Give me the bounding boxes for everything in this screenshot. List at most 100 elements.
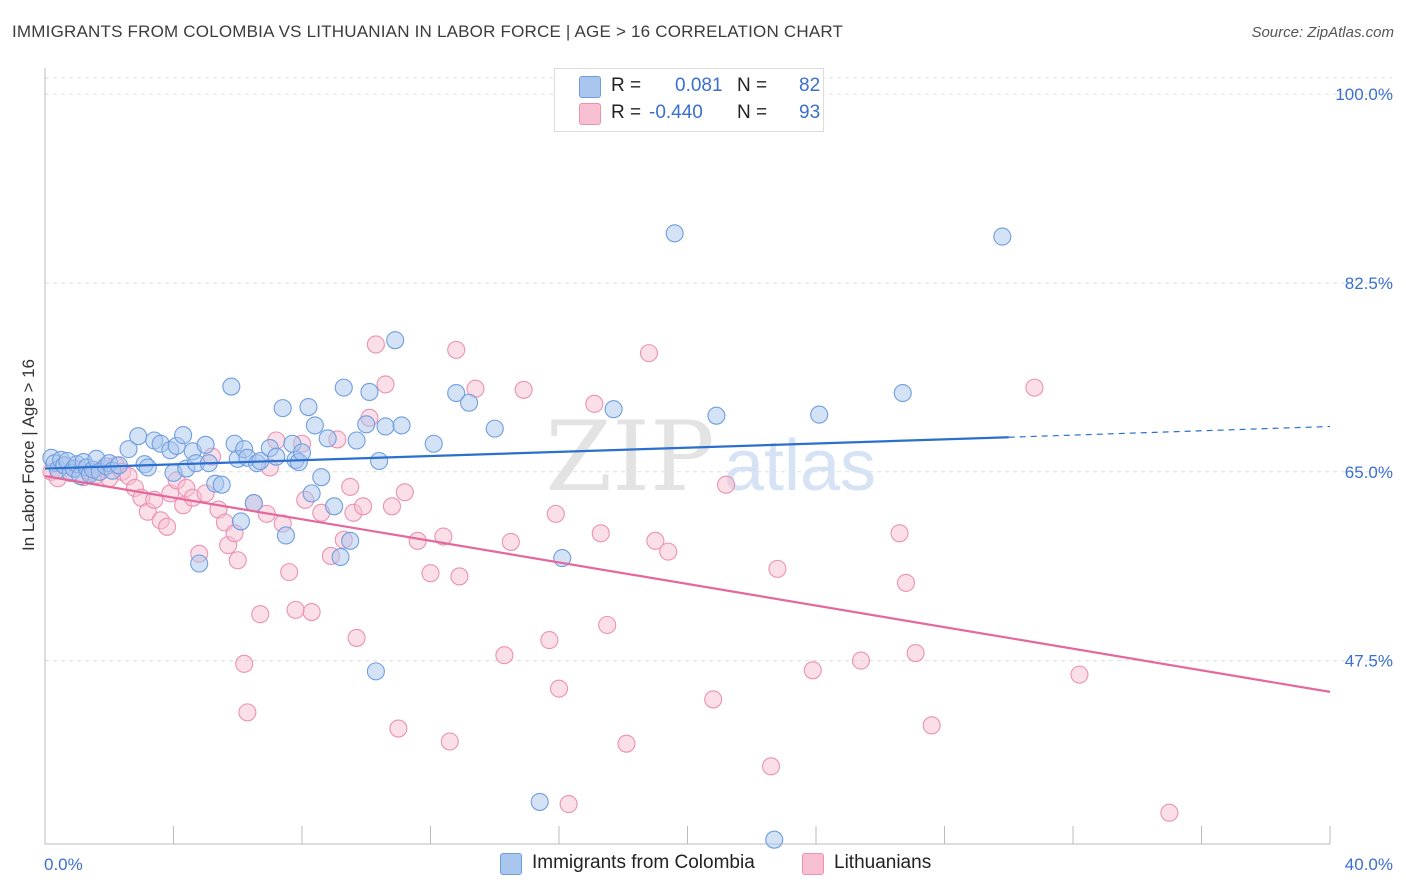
data-point bbox=[665, 224, 684, 243]
data-point bbox=[421, 564, 440, 583]
data-point bbox=[302, 602, 321, 622]
grid-lines bbox=[45, 77, 1392, 662]
x-tick-label: 40.0% bbox=[1345, 855, 1393, 874]
data-point bbox=[893, 383, 912, 403]
data-point bbox=[514, 380, 533, 399]
y-axis-label: In Labor Force | Age > 16 bbox=[19, 359, 38, 551]
r-value: -0.440 bbox=[649, 102, 703, 123]
data-point bbox=[196, 435, 215, 454]
data-point bbox=[540, 631, 559, 650]
data-point bbox=[447, 340, 466, 359]
data-point bbox=[604, 400, 623, 419]
data-point bbox=[286, 600, 305, 619]
data-point bbox=[495, 646, 514, 665]
data-point bbox=[459, 393, 479, 412]
data-point bbox=[318, 429, 337, 448]
data-point bbox=[235, 654, 254, 673]
data-point bbox=[302, 484, 321, 503]
legend-label: Lithuanians bbox=[834, 852, 932, 873]
n-value: 93 bbox=[799, 102, 821, 123]
data-point bbox=[212, 475, 231, 494]
legend-swatch-pink bbox=[802, 853, 824, 875]
y-tick-labels: 47.5% 65.0% 82.5% 100.0% bbox=[1335, 85, 1393, 670]
data-point bbox=[353, 497, 373, 516]
data-point bbox=[292, 443, 312, 462]
data-point bbox=[273, 399, 292, 418]
data-point bbox=[501, 532, 520, 551]
data-point bbox=[993, 227, 1012, 246]
watermark-zip: ZIP bbox=[545, 401, 714, 513]
data-point bbox=[376, 417, 395, 436]
data-point bbox=[424, 434, 443, 453]
data-point bbox=[851, 651, 871, 670]
legend-swatch-blue bbox=[500, 853, 522, 875]
data-point bbox=[1070, 665, 1089, 684]
data-point bbox=[440, 732, 459, 751]
data-point bbox=[347, 628, 366, 647]
data-point bbox=[267, 447, 286, 466]
x-tick-label: 0.0% bbox=[44, 855, 83, 874]
trend-line-colombia-extension bbox=[1008, 425, 1331, 438]
data-point bbox=[312, 468, 331, 487]
data-point bbox=[434, 527, 453, 546]
data-point bbox=[231, 512, 251, 531]
data-point bbox=[276, 526, 295, 545]
data-point bbox=[659, 542, 678, 561]
trend-lines bbox=[44, 425, 1331, 693]
data-point bbox=[138, 458, 157, 477]
data-point bbox=[366, 662, 385, 681]
data-point bbox=[158, 517, 177, 536]
data-point bbox=[129, 427, 148, 446]
data-point bbox=[765, 830, 784, 849]
data-point bbox=[546, 504, 565, 523]
data-point bbox=[382, 497, 402, 516]
data-point bbox=[906, 643, 925, 663]
source-credit: Source: ZipAtlas.com bbox=[1251, 24, 1394, 41]
trend-line-colombia bbox=[44, 436, 1009, 470]
data-point bbox=[331, 547, 350, 567]
data-point bbox=[639, 344, 659, 363]
data-point bbox=[357, 415, 376, 434]
data-point bbox=[386, 331, 405, 350]
legend-stats: R = 0.081 N = 82 R = -0.440 N = 93 bbox=[554, 68, 824, 132]
data-point bbox=[341, 531, 360, 550]
n-label: N = bbox=[737, 75, 768, 96]
y-tick-label: 47.5% bbox=[1345, 652, 1393, 671]
data-point bbox=[228, 551, 247, 570]
data-point bbox=[716, 475, 736, 494]
legend-swatch-pink bbox=[579, 103, 601, 125]
data-point bbox=[1160, 803, 1179, 822]
data-point bbox=[646, 531, 665, 550]
y-tick-label: 100.0% bbox=[1335, 85, 1393, 104]
data-point bbox=[280, 563, 299, 582]
data-point bbox=[408, 531, 427, 550]
data-point bbox=[922, 716, 941, 735]
data-point bbox=[238, 703, 257, 722]
data-point bbox=[299, 398, 318, 417]
r-label: R = bbox=[611, 102, 642, 123]
r-label: R = bbox=[611, 75, 642, 96]
data-point bbox=[334, 378, 353, 397]
data-point bbox=[392, 416, 411, 435]
data-point bbox=[174, 426, 193, 445]
data-point bbox=[119, 440, 138, 459]
data-point bbox=[559, 795, 578, 814]
data-point bbox=[591, 524, 610, 543]
data-point bbox=[530, 792, 549, 811]
watermark-atlas: atlas bbox=[724, 426, 876, 506]
data-point bbox=[325, 497, 344, 516]
data-point bbox=[485, 419, 504, 438]
data-point bbox=[222, 377, 241, 396]
data-point bbox=[190, 554, 209, 573]
data-point bbox=[450, 567, 469, 586]
legend-label: Immigrants from Colombia bbox=[532, 852, 755, 873]
data-point bbox=[810, 405, 829, 424]
data-point bbox=[707, 406, 726, 425]
data-point bbox=[617, 734, 636, 753]
data-point bbox=[360, 382, 379, 402]
data-point bbox=[585, 394, 604, 413]
series-immigrants-from-colombia bbox=[42, 224, 1012, 849]
data-point bbox=[251, 605, 270, 624]
n-value: 82 bbox=[799, 75, 821, 96]
